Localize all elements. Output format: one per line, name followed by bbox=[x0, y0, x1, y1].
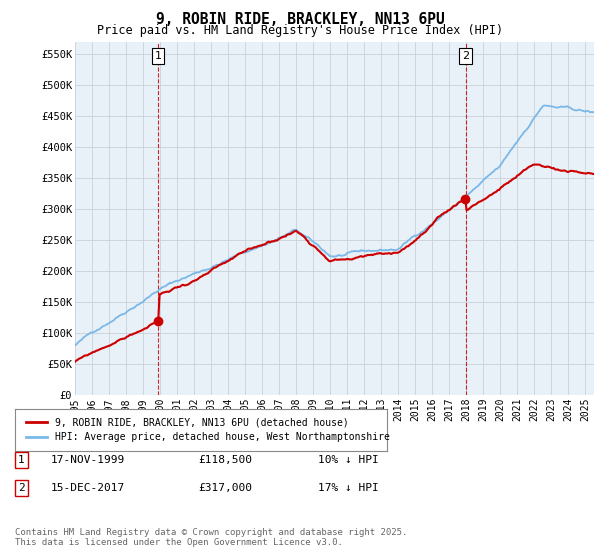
Text: 17% ↓ HPI: 17% ↓ HPI bbox=[318, 483, 379, 493]
Text: 1: 1 bbox=[155, 51, 161, 61]
Text: 15-DEC-2017: 15-DEC-2017 bbox=[51, 483, 125, 493]
Text: 1: 1 bbox=[18, 455, 25, 465]
Text: 10% ↓ HPI: 10% ↓ HPI bbox=[318, 455, 379, 465]
Legend: 9, ROBIN RIDE, BRACKLEY, NN13 6PU (detached house), HPI: Average price, detached: 9, ROBIN RIDE, BRACKLEY, NN13 6PU (detac… bbox=[20, 412, 395, 448]
Text: £317,000: £317,000 bbox=[198, 483, 252, 493]
Text: 2: 2 bbox=[18, 483, 25, 493]
Text: 2: 2 bbox=[462, 51, 469, 61]
Text: Price paid vs. HM Land Registry's House Price Index (HPI): Price paid vs. HM Land Registry's House … bbox=[97, 24, 503, 37]
Text: 17-NOV-1999: 17-NOV-1999 bbox=[51, 455, 125, 465]
Text: 9, ROBIN RIDE, BRACKLEY, NN13 6PU: 9, ROBIN RIDE, BRACKLEY, NN13 6PU bbox=[155, 12, 445, 27]
Text: £118,500: £118,500 bbox=[198, 455, 252, 465]
Text: Contains HM Land Registry data © Crown copyright and database right 2025.
This d: Contains HM Land Registry data © Crown c… bbox=[15, 528, 407, 547]
